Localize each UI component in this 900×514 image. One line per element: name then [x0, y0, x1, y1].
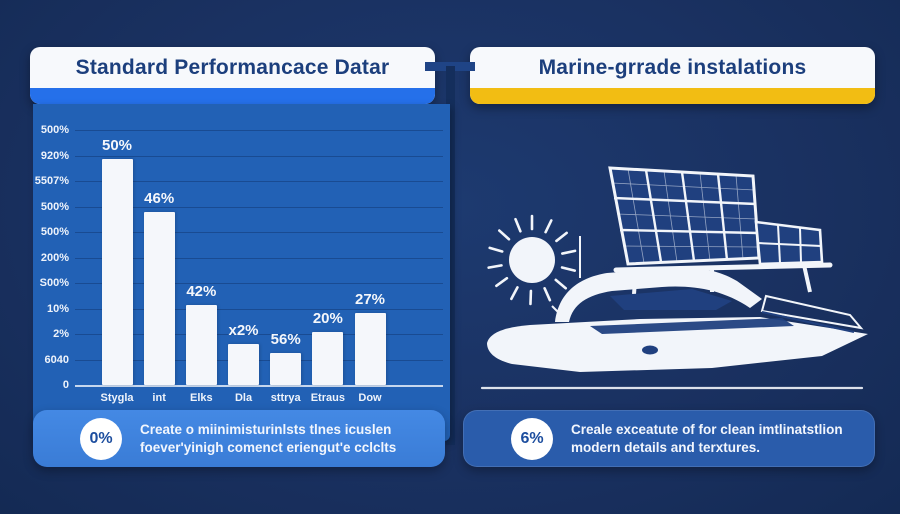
y-tick-label: 920%	[40, 149, 69, 162]
column-divider	[446, 66, 455, 445]
bar-chart: 500% 920% 5507% 500% 500% 200% S00% 10% 2% 6040 0 …	[33, 104, 450, 441]
bar	[228, 344, 259, 385]
x-tick-label: Dla	[234, 392, 253, 404]
left-header-title: Standard Performancace Datar	[75, 55, 390, 79]
gridline	[75, 232, 443, 233]
gridline	[75, 181, 443, 182]
bar-value-label: 50%	[101, 137, 133, 154]
right-callout-badge: 6%	[511, 417, 553, 460]
gridline	[75, 334, 443, 335]
blue-accent-strip	[30, 88, 435, 104]
solar-boat-illustration	[480, 166, 868, 390]
y-tick-label: 200%	[40, 251, 69, 264]
left-callout-text: Create o miinimisturinlsts tlnes icuslen…	[140, 421, 396, 456]
bar	[354, 313, 386, 385]
gridline	[75, 257, 443, 259]
left-callout-badge: 0%	[80, 417, 122, 460]
y-tick-label: 10%	[46, 302, 69, 315]
right-header-card: Marine-grrade instalations	[470, 47, 875, 104]
x-axis-line	[75, 385, 443, 387]
left-header-card: Standard Performancace Datar	[30, 47, 435, 104]
right-callout-card: 6% Creale exceatute of for clean imtlina…	[463, 410, 875, 467]
gridline	[75, 359, 443, 361]
x-tick-label: int	[152, 392, 166, 404]
x-tick-label: Dow	[358, 392, 382, 404]
bar	[143, 212, 175, 385]
bar	[185, 305, 217, 385]
y-tick-label: 500%	[40, 226, 69, 238]
gridline	[75, 130, 443, 131]
solar-panel-array-icon	[579, 166, 833, 295]
gridline	[75, 155, 443, 157]
sun-icon	[487, 214, 577, 306]
right-header-title: Marine-grrade instalations	[538, 55, 807, 79]
gridline	[75, 283, 443, 284]
y-tick-label: 0	[62, 379, 69, 391]
gridline	[75, 308, 443, 310]
bar	[270, 353, 302, 385]
y-tick-label: 500%	[40, 200, 69, 213]
bar	[101, 159, 133, 385]
left-callout-line2: foever'yinigh comenct eriengut'e cclclts	[140, 439, 397, 455]
porthole	[642, 345, 658, 355]
right-callout-line1: Creale exceatute of for clean imtlinatst…	[571, 421, 843, 437]
bar-value-label: 46%	[144, 190, 175, 207]
y-tick-label: 2%	[53, 328, 69, 340]
right-callout-line2: modern details and terxtures.	[571, 439, 761, 455]
y-tick-label: 5507%	[34, 175, 69, 187]
bar-value-label: 42%	[186, 283, 217, 300]
gridline	[75, 206, 443, 208]
yellow-accent-strip	[470, 88, 875, 104]
x-tick-label: Etraus	[310, 392, 345, 404]
y-tick-label: 6040	[44, 353, 69, 366]
motor-yacht-icon	[487, 267, 868, 372]
bar-value-label: 27%	[355, 291, 386, 308]
bar-value-label: 20%	[312, 310, 343, 327]
bar-chart-panel: 500% 920% 5507% 500% 500% 200% S00% 10% 2% 6040 0 …	[33, 104, 450, 441]
x-tick-label: Elks	[190, 392, 213, 404]
left-callout-card: 0% Create o miinimisturinlsts tlnes icus…	[33, 410, 445, 467]
bar-value-label: 56%	[270, 331, 301, 348]
right-callout-text: Creale exceatute of for clean imtlinatst…	[571, 421, 843, 456]
x-tick-label: Stygla	[100, 392, 134, 404]
y-tick-label: 500%	[40, 124, 69, 136]
left-callout-line1: Create o miinimisturinlsts tlnes icuslen	[140, 421, 392, 437]
x-tick-label: sttrya	[270, 392, 301, 404]
bar-value-label: x2%	[228, 322, 259, 339]
y-tick-label: S00%	[39, 277, 69, 289]
bar	[312, 332, 344, 385]
